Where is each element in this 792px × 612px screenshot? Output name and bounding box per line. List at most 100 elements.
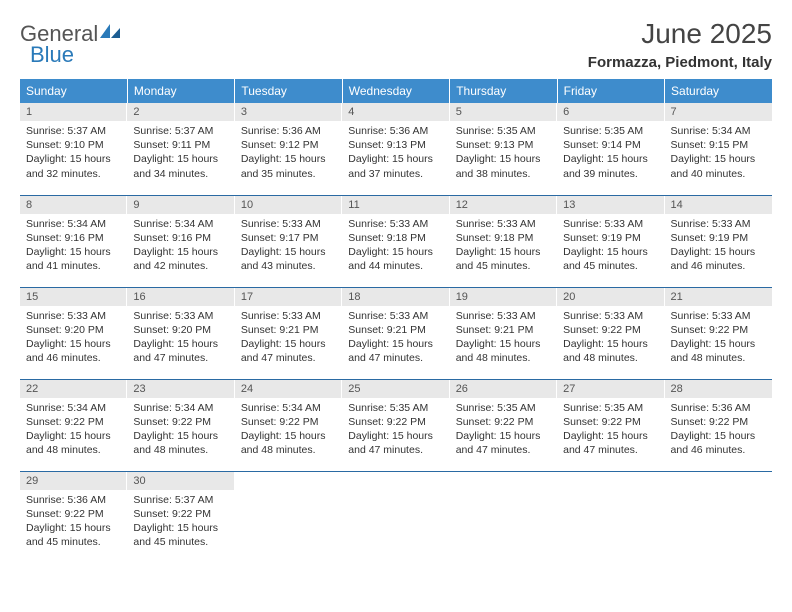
sunrise-text: Sunrise: 5:33 AM [348,309,443,323]
day-number: 15 [20,288,127,306]
day-number: 9 [127,196,234,214]
daylight-text: Daylight: 15 hours and 41 minutes. [26,245,121,273]
sunrise-text: Sunrise: 5:33 AM [241,309,336,323]
day-number: 21 [665,288,772,306]
day-number: 12 [450,196,557,214]
calendar-row: 15Sunrise: 5:33 AMSunset: 9:20 PMDayligh… [20,287,772,379]
sunset-text: Sunset: 9:22 PM [671,323,766,337]
day-number: 7 [665,103,772,121]
sunrise-text: Sunrise: 5:34 AM [671,124,766,138]
sunset-text: Sunset: 9:22 PM [133,415,228,429]
sunset-text: Sunset: 9:19 PM [671,231,766,245]
calendar-cell: 9Sunrise: 5:34 AMSunset: 9:16 PMDaylight… [127,195,234,287]
daylight-text: Daylight: 15 hours and 45 minutes. [133,521,228,549]
sunrise-text: Sunrise: 5:37 AM [133,124,228,138]
calendar-cell: 27Sunrise: 5:35 AMSunset: 9:22 PMDayligh… [557,379,664,471]
sunset-text: Sunset: 9:13 PM [348,138,443,152]
daylight-text: Daylight: 15 hours and 47 minutes. [456,429,551,457]
daylight-text: Daylight: 15 hours and 45 minutes. [563,245,658,273]
day-content: Sunrise: 5:33 AMSunset: 9:22 PMDaylight:… [665,306,772,371]
sunrise-text: Sunrise: 5:36 AM [241,124,336,138]
day-number: 14 [665,196,772,214]
day-content: Sunrise: 5:34 AMSunset: 9:22 PMDaylight:… [20,398,127,463]
daylight-text: Daylight: 15 hours and 48 minutes. [456,337,551,365]
day-content: Sunrise: 5:35 AMSunset: 9:22 PMDaylight:… [557,398,664,463]
day-content: Sunrise: 5:36 AMSunset: 9:12 PMDaylight:… [235,121,342,186]
sunrise-text: Sunrise: 5:34 AM [133,401,228,415]
daylight-text: Daylight: 15 hours and 47 minutes. [241,337,336,365]
daylight-text: Daylight: 15 hours and 45 minutes. [456,245,551,273]
calendar-cell: 25Sunrise: 5:35 AMSunset: 9:22 PMDayligh… [342,379,449,471]
sunrise-text: Sunrise: 5:34 AM [26,217,121,231]
daylight-text: Daylight: 15 hours and 37 minutes. [348,152,443,180]
daylight-text: Daylight: 15 hours and 46 minutes. [671,429,766,457]
weekday-wednesday: Wednesday [342,79,449,103]
day-content: Sunrise: 5:36 AMSunset: 9:13 PMDaylight:… [342,121,449,186]
daylight-text: Daylight: 15 hours and 46 minutes. [671,245,766,273]
day-content: Sunrise: 5:37 AMSunset: 9:22 PMDaylight:… [127,490,234,555]
calendar-cell: 20Sunrise: 5:33 AMSunset: 9:22 PMDayligh… [557,287,664,379]
day-content: Sunrise: 5:34 AMSunset: 9:15 PMDaylight:… [665,121,772,186]
daylight-text: Daylight: 15 hours and 48 minutes. [241,429,336,457]
calendar-cell: 2Sunrise: 5:37 AMSunset: 9:11 PMDaylight… [127,103,234,195]
day-number: 17 [235,288,342,306]
day-number: 25 [342,380,449,398]
day-content: Sunrise: 5:34 AMSunset: 9:22 PMDaylight:… [235,398,342,463]
daylight-text: Daylight: 15 hours and 45 minutes. [26,521,121,549]
sunrise-text: Sunrise: 5:37 AM [133,493,228,507]
daylight-text: Daylight: 15 hours and 38 minutes. [456,152,551,180]
calendar-cell [235,471,342,563]
logo-text-2: Blue [30,42,74,67]
sunrise-text: Sunrise: 5:36 AM [671,401,766,415]
day-number: 11 [342,196,449,214]
calendar-row: 1Sunrise: 5:37 AMSunset: 9:10 PMDaylight… [20,103,772,195]
day-number: 20 [557,288,664,306]
sunrise-text: Sunrise: 5:33 AM [563,217,658,231]
calendar-cell: 5Sunrise: 5:35 AMSunset: 9:13 PMDaylight… [450,103,557,195]
day-number: 13 [557,196,664,214]
sunset-text: Sunset: 9:13 PM [456,138,551,152]
calendar-cell: 10Sunrise: 5:33 AMSunset: 9:17 PMDayligh… [235,195,342,287]
weekday-sunday: Sunday [20,79,127,103]
day-number: 26 [450,380,557,398]
calendar-cell [450,471,557,563]
calendar-cell: 24Sunrise: 5:34 AMSunset: 9:22 PMDayligh… [235,379,342,471]
calendar-cell: 15Sunrise: 5:33 AMSunset: 9:20 PMDayligh… [20,287,127,379]
calendar-cell [557,471,664,563]
sunrise-text: Sunrise: 5:33 AM [671,217,766,231]
day-content: Sunrise: 5:36 AMSunset: 9:22 PMDaylight:… [665,398,772,463]
day-number: 10 [235,196,342,214]
day-number: 1 [20,103,127,121]
logo-text-2-wrap: Blue [30,42,74,68]
sunset-text: Sunset: 9:22 PM [241,415,336,429]
sunrise-text: Sunrise: 5:34 AM [26,401,121,415]
sunset-text: Sunset: 9:12 PM [241,138,336,152]
calendar-cell: 13Sunrise: 5:33 AMSunset: 9:19 PMDayligh… [557,195,664,287]
calendar-cell: 4Sunrise: 5:36 AMSunset: 9:13 PMDaylight… [342,103,449,195]
calendar-cell: 23Sunrise: 5:34 AMSunset: 9:22 PMDayligh… [127,379,234,471]
calendar-cell: 21Sunrise: 5:33 AMSunset: 9:22 PMDayligh… [665,287,772,379]
daylight-text: Daylight: 15 hours and 42 minutes. [133,245,228,273]
sunrise-text: Sunrise: 5:33 AM [133,309,228,323]
sunrise-text: Sunrise: 5:34 AM [133,217,228,231]
day-number: 23 [127,380,234,398]
weekday-friday: Friday [557,79,664,103]
sunset-text: Sunset: 9:18 PM [456,231,551,245]
sunset-text: Sunset: 9:14 PM [563,138,658,152]
logo-sail-icon [100,18,122,44]
day-content: Sunrise: 5:36 AMSunset: 9:22 PMDaylight:… [20,490,127,555]
day-content: Sunrise: 5:33 AMSunset: 9:18 PMDaylight:… [342,214,449,279]
sunrise-text: Sunrise: 5:37 AM [26,124,121,138]
calendar-cell: 17Sunrise: 5:33 AMSunset: 9:21 PMDayligh… [235,287,342,379]
sunset-text: Sunset: 9:22 PM [671,415,766,429]
day-number: 18 [342,288,449,306]
day-number: 22 [20,380,127,398]
calendar-row: 22Sunrise: 5:34 AMSunset: 9:22 PMDayligh… [20,379,772,471]
sunrise-text: Sunrise: 5:33 AM [26,309,121,323]
day-number: 28 [665,380,772,398]
calendar-cell: 18Sunrise: 5:33 AMSunset: 9:21 PMDayligh… [342,287,449,379]
daylight-text: Daylight: 15 hours and 48 minutes. [563,337,658,365]
weekday-monday: Monday [127,79,234,103]
daylight-text: Daylight: 15 hours and 47 minutes. [348,337,443,365]
day-content: Sunrise: 5:33 AMSunset: 9:21 PMDaylight:… [235,306,342,371]
